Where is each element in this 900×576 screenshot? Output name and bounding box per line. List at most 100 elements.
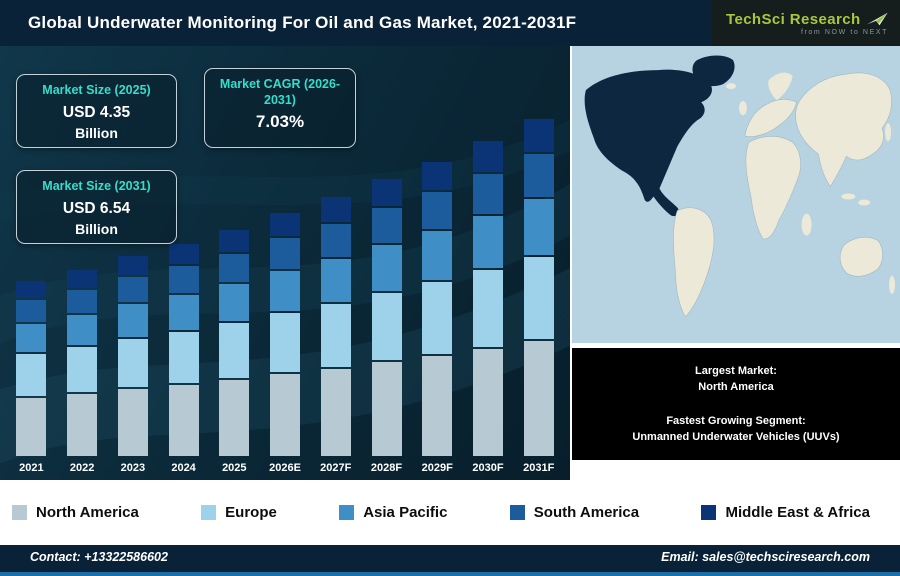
- bar-segment-middle-east-africa: [16, 281, 47, 298]
- legend-swatch: [201, 505, 217, 520]
- legend-label: North America: [36, 504, 139, 521]
- bar-segment-north-america: [67, 394, 98, 456]
- stat-label: Market CAGR (2026-2031): [219, 77, 341, 107]
- bar-segment-north-america: [168, 385, 199, 456]
- bar-column: 2026E: [260, 213, 311, 476]
- bar-segment-europe: [219, 323, 250, 378]
- bar-segment-europe: [270, 313, 301, 372]
- bar-column: 2031F: [513, 119, 564, 476]
- stat-label: Market Size (2025): [42, 83, 151, 97]
- x-axis-label: 2030F: [472, 462, 504, 474]
- stat-unit: Billion: [75, 124, 118, 141]
- x-axis-label: 2022: [69, 462, 95, 474]
- bar-stack: [523, 119, 554, 456]
- bar-segment-middle-east-africa: [219, 230, 250, 252]
- continent-asia: [795, 72, 892, 188]
- legend-item: South America: [509, 504, 639, 521]
- continent-europe: [744, 99, 797, 137]
- stat-value: 7.03%: [255, 112, 305, 132]
- fastest-segment-label: Fastest Growing Segment:: [666, 414, 806, 427]
- legend-item: Middle East & Africa: [701, 504, 870, 521]
- island-indonesia-2: [858, 199, 871, 206]
- legend-swatch: [509, 505, 525, 520]
- bar-stack: [270, 213, 301, 456]
- bar-segment-europe: [168, 332, 199, 383]
- bar-stack: [16, 281, 47, 456]
- logo-text: TechSci Research: [726, 10, 861, 28]
- x-axis-label: 2023: [120, 462, 146, 474]
- bar-column: 2029F: [412, 162, 463, 476]
- bar-stack: [320, 197, 351, 456]
- legend-label: Asia Pacific: [363, 504, 448, 521]
- market-cagr-box: Market CAGR (2026-2031) 7.03%: [204, 68, 356, 148]
- contact-email: Email: sales@techsciresearch.com: [661, 549, 870, 564]
- legend-item: Europe: [201, 504, 277, 521]
- bar-segment-south-america: [523, 154, 554, 197]
- bar-segment-europe: [67, 347, 98, 392]
- legend-swatch: [701, 505, 717, 520]
- bar-segment-middle-east-africa: [371, 179, 402, 206]
- x-axis-label: 2024: [171, 462, 196, 474]
- legend-label: Middle East & Africa: [725, 504, 870, 521]
- bar-column: 2021: [6, 281, 57, 476]
- bar-stack: [168, 244, 199, 456]
- stat-value: USD 6.54: [62, 199, 131, 217]
- bar-segment-south-america: [16, 300, 47, 322]
- bar-segment-europe: [523, 257, 554, 339]
- bar-column: 2030F: [463, 141, 514, 476]
- bar-segment-asia-pacific: [168, 295, 199, 330]
- bar-segment-middle-east-africa: [422, 162, 453, 190]
- bar-segment-south-america: [422, 192, 453, 229]
- bar-segment-north-america: [472, 349, 503, 456]
- world-map: [572, 46, 900, 343]
- bar-segment-north-america: [117, 389, 148, 456]
- bar-segment-north-america: [270, 374, 301, 456]
- market-size-2031-box: Market Size (2031) USD 6.54 Billion: [16, 170, 177, 244]
- x-axis-label: 2028F: [370, 462, 403, 474]
- x-axis-label: 2026E: [269, 462, 301, 474]
- bar-segment-asia-pacific: [472, 216, 503, 268]
- bar-segment-asia-pacific: [16, 324, 47, 352]
- island-new-zealand: [889, 275, 896, 294]
- bar-segment-middle-east-africa: [523, 119, 554, 152]
- logo-tagline: from NOW to NEXT: [800, 28, 888, 36]
- stat-value: USD 4.35: [62, 103, 131, 121]
- bar-segment-asia-pacific: [270, 271, 301, 311]
- bar-segment-south-america: [67, 290, 98, 313]
- bar-stack: [219, 230, 250, 456]
- bar-segment-europe: [422, 282, 453, 354]
- bar-stack: [422, 162, 453, 456]
- bar-stack: [67, 270, 98, 456]
- bar-column: 2025: [209, 230, 260, 476]
- island-japan: [885, 123, 892, 142]
- bar-segment-north-america: [523, 341, 554, 456]
- bar-segment-south-america: [168, 266, 199, 293]
- x-axis-label: 2029F: [421, 462, 453, 474]
- bar-column: 2022: [57, 270, 108, 476]
- island-iceland: [726, 83, 736, 90]
- bar-segment-south-america: [117, 277, 148, 302]
- bar-segment-europe: [16, 354, 47, 396]
- bar-segment-south-america: [219, 254, 250, 282]
- bar-segment-south-america: [270, 238, 301, 269]
- bar-segment-europe: [371, 293, 402, 360]
- island-madagascar: [801, 213, 812, 236]
- header: Global Underwater Monitoring For Oil and…: [0, 0, 900, 46]
- legend-swatch: [339, 505, 355, 520]
- techsci-logo: TechSci Research from NOW to NEXT: [712, 0, 900, 46]
- bar-segment-asia-pacific: [117, 304, 148, 337]
- market-size-2025-box: Market Size (2025) USD 4.35 Billion: [16, 74, 177, 148]
- region-scandinavia: [768, 72, 793, 101]
- bar-segment-south-america: [371, 208, 402, 243]
- bar-segment-north-america: [371, 362, 402, 456]
- footer: Contact: +13322586602 Email: sales@techs…: [0, 545, 900, 576]
- largest-market-label: Largest Market:: [695, 365, 777, 377]
- bar-segment-asia-pacific: [67, 315, 98, 345]
- legend-swatch: [12, 505, 27, 520]
- legend-item: North America: [12, 504, 139, 521]
- island-britain: [738, 101, 747, 116]
- page-title: Global Underwater Monitoring For Oil and…: [28, 13, 577, 32]
- stat-unit: Billion: [75, 220, 118, 237]
- bar-column: 2024: [158, 244, 209, 476]
